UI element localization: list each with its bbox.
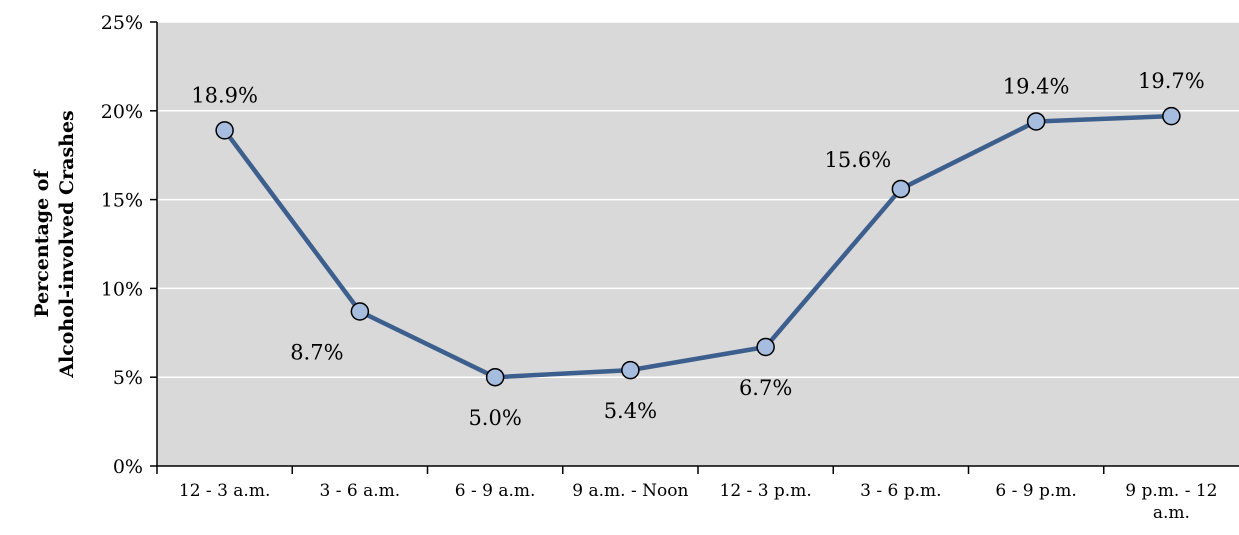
series-line <box>222 113 1172 380</box>
data-label: 18.9% <box>191 83 258 107</box>
y-tick-label: 20% <box>101 101 143 123</box>
data-point <box>215 121 234 140</box>
x-tick-label: 6 - 9 p.m. <box>995 481 1076 501</box>
data-point <box>1026 112 1046 131</box>
x-tick-label: 12 - 3 a.m. <box>179 481 270 501</box>
data-point <box>621 360 640 380</box>
y-tick-label: 10% <box>101 278 143 300</box>
x-tick-label: 12 - 3 p.m. <box>720 481 812 501</box>
y-tick-label: 15% <box>101 190 143 212</box>
x-tick-label: a.m. <box>1153 503 1190 523</box>
data-label: 5.4% <box>604 399 657 423</box>
data-label: 5.0% <box>468 406 521 430</box>
x-tick-label: 9 p.m. - 12 <box>1125 481 1217 501</box>
data-point <box>485 367 505 387</box>
x-tick-label: 3 - 6 p.m. <box>860 481 941 501</box>
data-label: 15.6% <box>825 148 892 172</box>
data-label: 6.7% <box>739 376 792 400</box>
data-point <box>350 302 370 321</box>
y-tick-label: 0% <box>113 456 143 478</box>
plot-area <box>157 22 1239 466</box>
x-tick-label: 6 - 9 a.m. <box>455 481 536 501</box>
x-tick-label: 3 - 6 a.m. <box>320 481 401 501</box>
y-tick-label: 25% <box>101 12 143 34</box>
data-point <box>756 337 775 357</box>
data-point <box>1162 106 1181 126</box>
data-label: 19.7% <box>1138 69 1205 93</box>
data-point <box>891 179 911 199</box>
y-tick-label: 5% <box>113 367 143 389</box>
data-label: 8.7% <box>290 340 343 364</box>
x-tick-label: 9 a.m. - Noon <box>572 481 688 501</box>
data-label: 19.4% <box>1003 74 1070 98</box>
y-axis-title: Percentage of <box>31 169 53 318</box>
y-axis-title: Alcohol-involved Crashes <box>56 110 78 379</box>
